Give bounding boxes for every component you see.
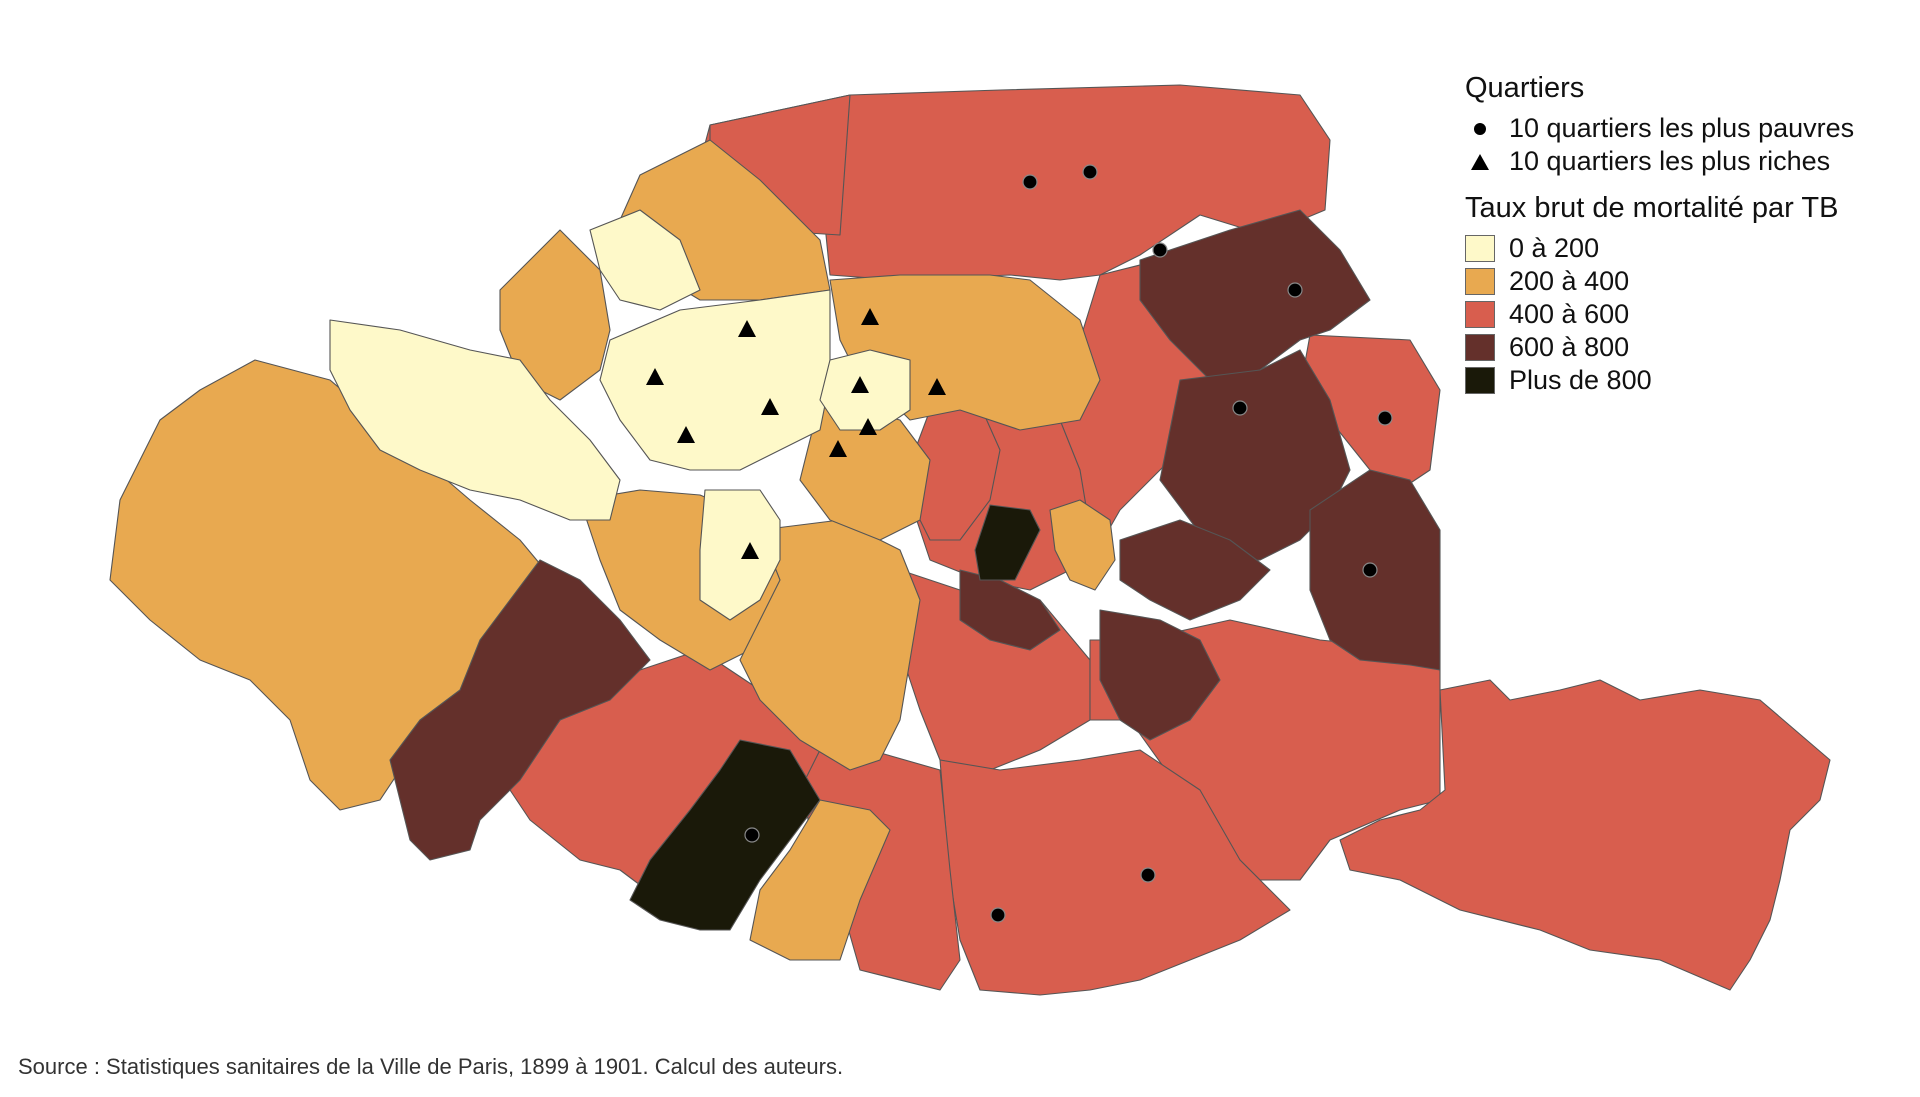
legend-class-1: 200 à 400 (1465, 265, 1905, 298)
poorest-quartier-dot-7 (1362, 562, 1378, 578)
poorest-quartier-dot-9 (1140, 867, 1156, 883)
poorest-quartier-dot-5 (1232, 400, 1248, 416)
legend-poorest-row: 10 quartiers les plus pauvres (1465, 112, 1905, 145)
dot-marker-icon (1465, 114, 1495, 144)
quartier-14-south (629, 739, 821, 931)
poorest-quartier-dot-1 (1022, 174, 1038, 190)
legend-class-2-label: 400 à 600 (1509, 299, 1630, 329)
poorest-quartier-dot-8 (744, 827, 760, 843)
poorest-quartier-dot-3 (1152, 242, 1168, 258)
legend-class-3-label: 600 à 800 (1509, 332, 1630, 362)
quartier-west-8 (589, 209, 701, 311)
legend-class-2: 400 à 600 (1465, 298, 1905, 331)
legend-richest-row: 10 quartiers les plus riches (1465, 145, 1905, 178)
quartier-south-14-b (749, 799, 891, 961)
richest-quartier-triangle-7 (928, 378, 946, 395)
legend-swatch-1 (1465, 268, 1495, 295)
legend-markers-heading: Quartiers (1465, 72, 1585, 104)
richest-quartier-triangle-1 (738, 320, 756, 337)
richest-quartier-triangle-9 (829, 440, 847, 457)
poorest-quartier-dot-4 (1287, 282, 1303, 298)
richest-quartier-triangle-3 (861, 308, 879, 325)
poorest-quartier-dot-2 (1082, 164, 1098, 180)
quartier-bois-vincennes (1339, 679, 1831, 991)
quartier-center-inner (799, 399, 931, 541)
quartier-west-8-b (599, 289, 831, 471)
quartier-20-mid (1159, 349, 1351, 561)
legend-swatch-3 (1465, 334, 1495, 361)
quartier-south-13 (939, 749, 1291, 996)
legend-swatch-4 (1465, 367, 1495, 394)
source-note: Source : Statistiques sanitaires de la V… (18, 1054, 844, 1079)
legend-class-0: 0 à 200 (1465, 232, 1905, 265)
legend-richest-label: 10 quartiers les plus riches (1509, 146, 1831, 176)
quartier-markers (646, 164, 1393, 923)
quartier-20-north (1139, 209, 1371, 381)
richest-quartier-triangle-6 (851, 376, 869, 393)
richest-quartier-triangle-2 (646, 368, 664, 385)
richest-quartier-triangle-4 (761, 398, 779, 415)
quartier-polygons (109, 84, 1831, 996)
legend-class-4: Plus de 800 (1465, 364, 1905, 397)
quartier-center-4 (959, 569, 1061, 651)
legend-class-1-label: 200 à 400 (1509, 266, 1630, 296)
quartier-center-south-a (739, 519, 921, 771)
richest-quartier-triangle-8 (859, 418, 877, 435)
quartier-west-16-north (329, 319, 621, 521)
legend-swatch-2 (1465, 301, 1495, 328)
quartier-right-bank-c (1049, 499, 1116, 591)
legend-rate-heading: Taux brut de mortalité par TB (1465, 192, 1839, 224)
quartier-15-west (389, 559, 651, 861)
legend-class-4-label: Plus de 800 (1509, 365, 1652, 395)
legend-swatch-0 (1465, 235, 1495, 262)
richest-quartier-triangle-5 (677, 426, 695, 443)
legend-class-0-label: 0 à 200 (1509, 233, 1600, 263)
richest-quartier-triangle-10 (741, 542, 759, 559)
legend-poorest-label: 10 quartiers les plus pauvres (1509, 113, 1855, 143)
quartier-west-17-a (499, 229, 611, 401)
quartier-7 (699, 489, 781, 621)
legend-class-3: 600 à 800 (1465, 331, 1905, 364)
triangle-marker-icon (1465, 147, 1495, 177)
poorest-quartier-dot-6 (1377, 410, 1393, 426)
quartier-11-a (1119, 519, 1271, 621)
quartier-12-a (1099, 609, 1221, 741)
map-legend: Quartiers 10 quartiers les plus pauvres … (1465, 70, 1905, 397)
quartier-center-island (974, 504, 1041, 581)
poorest-quartier-dot-10 (990, 907, 1006, 923)
